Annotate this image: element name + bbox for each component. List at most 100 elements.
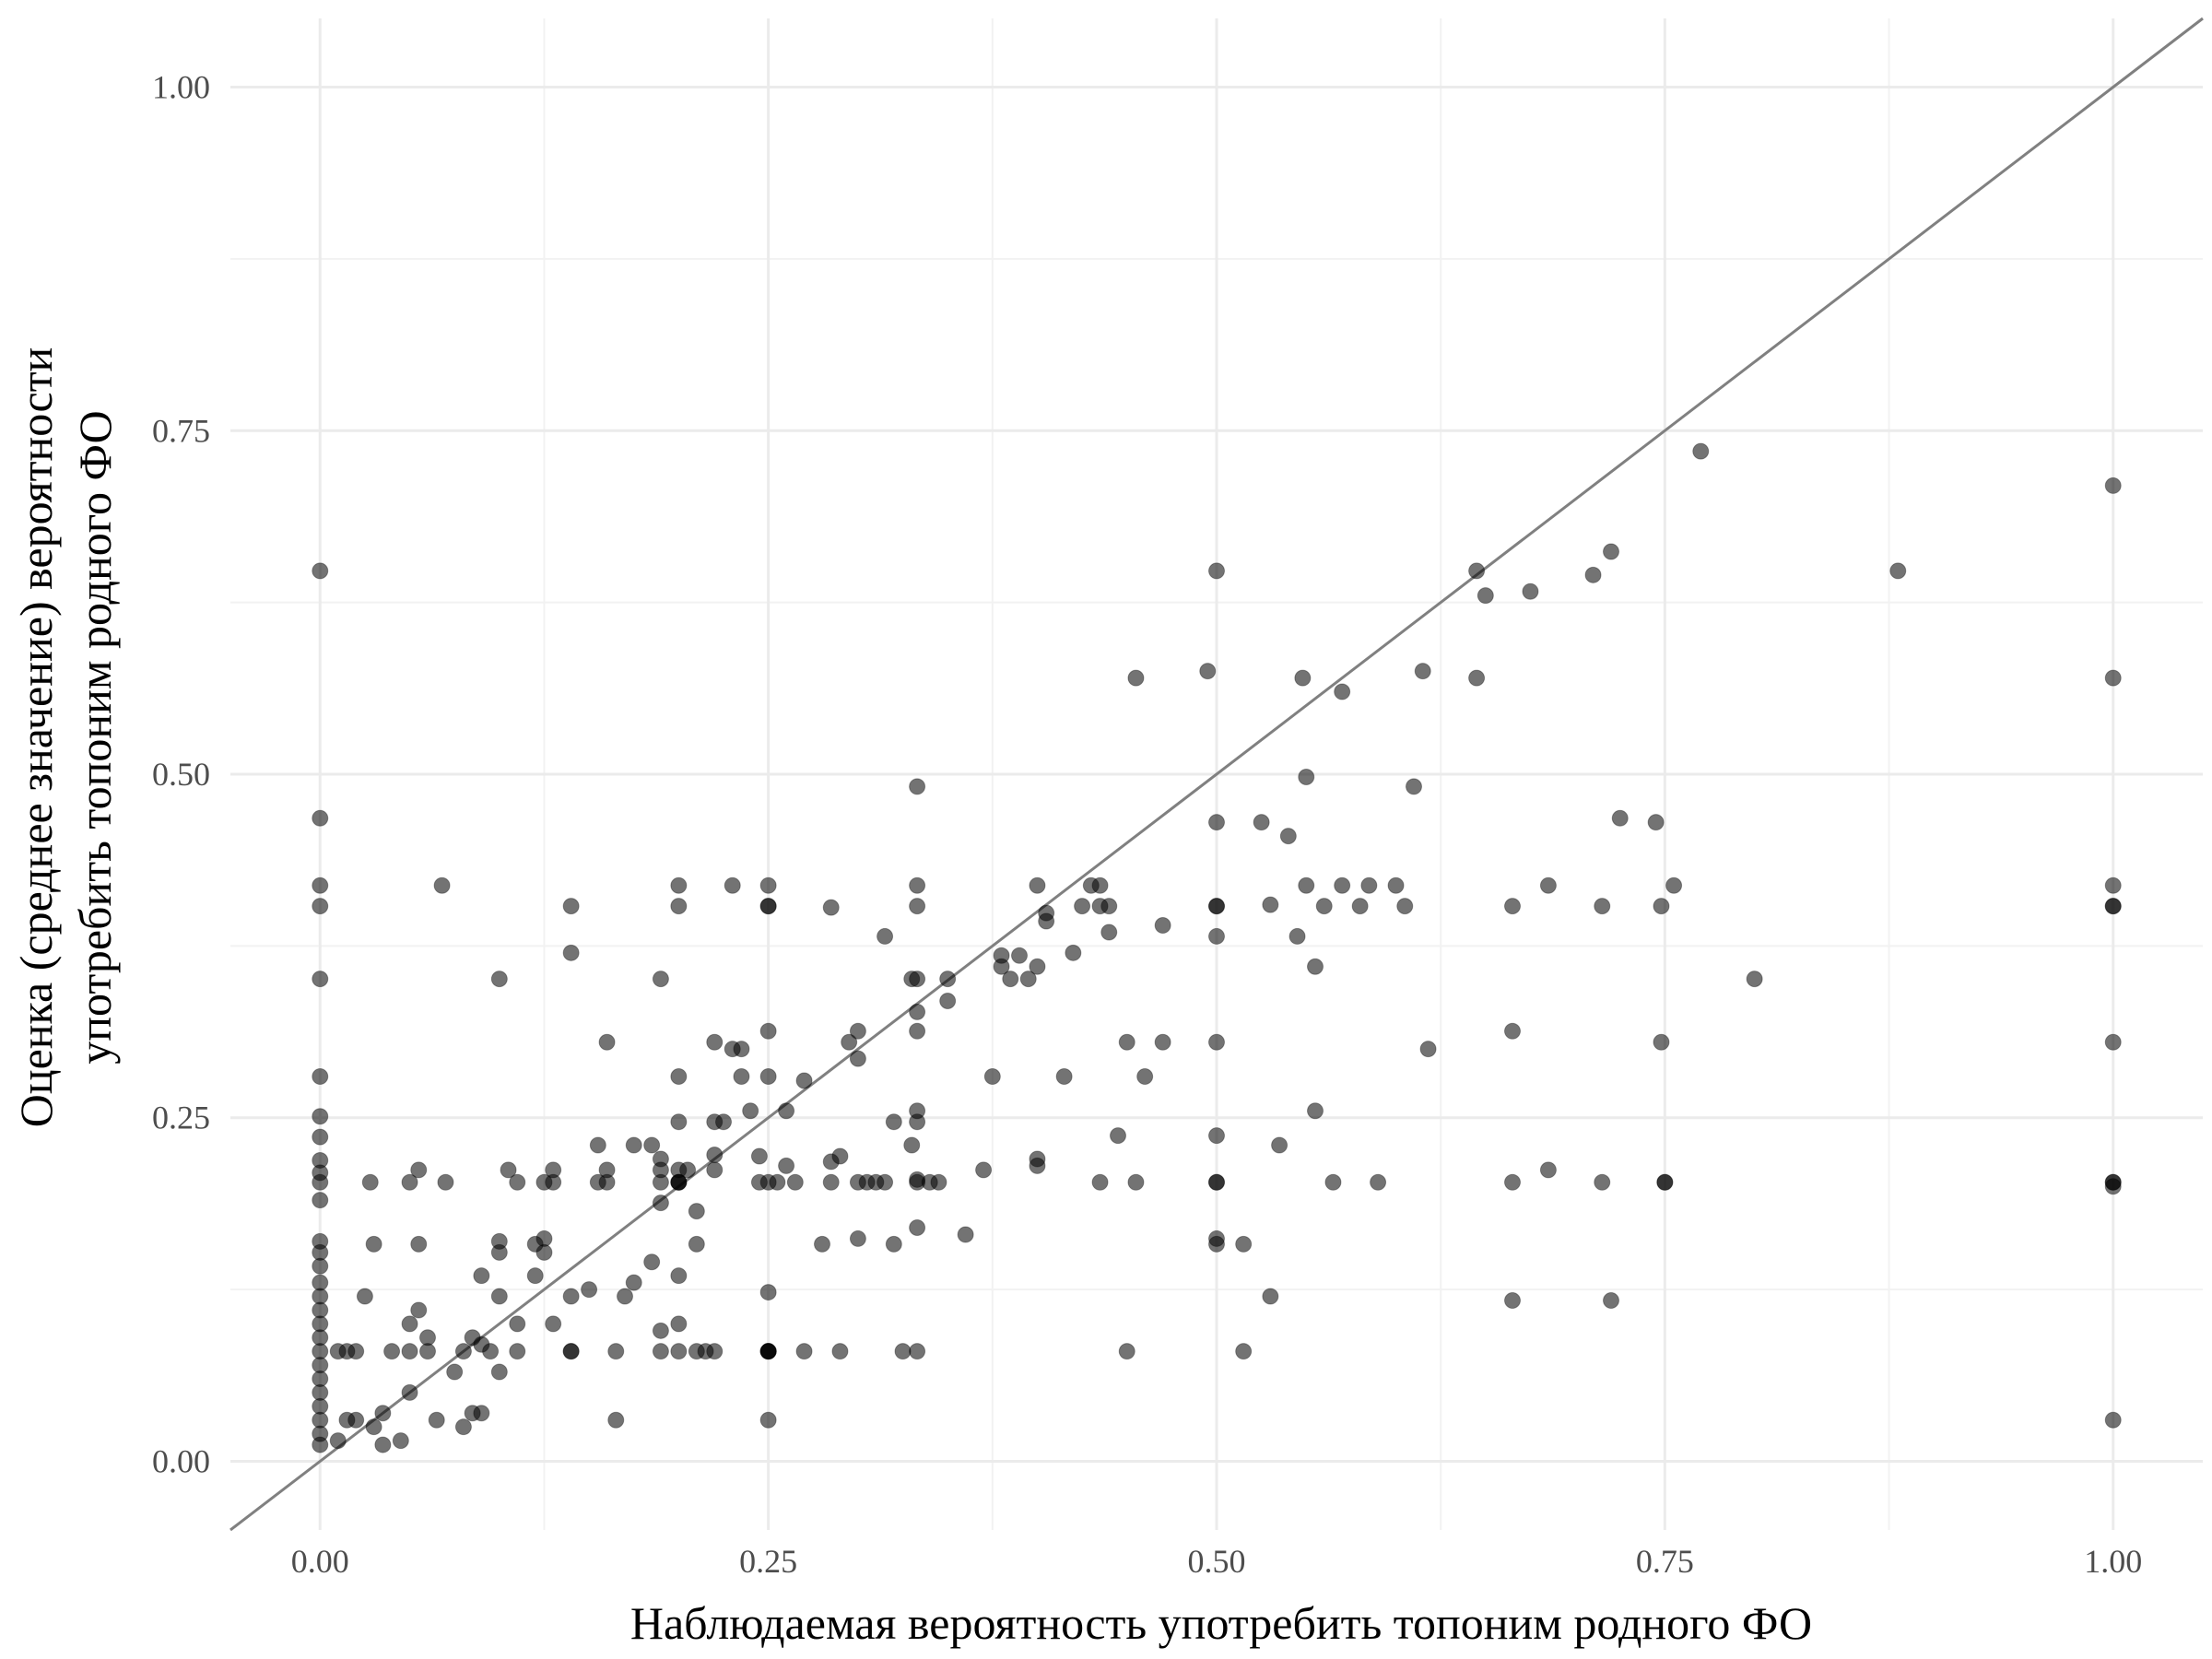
x-tick-label-3: 0.75: [1636, 1543, 1694, 1580]
data-point-6: [312, 1108, 329, 1125]
data-point-283: [2104, 877, 2122, 894]
data-point-89: [598, 1161, 616, 1179]
data-point-208: [1091, 1173, 1109, 1191]
data-point-187: [939, 971, 957, 988]
data-point-263: [1522, 582, 1539, 600]
data-point-51: [428, 1411, 445, 1429]
data-point-140: [759, 898, 777, 915]
data-point-144: [759, 1284, 777, 1301]
data-point-104: [652, 971, 669, 988]
data-point-148: [778, 1157, 795, 1174]
data-point-213: [1118, 1033, 1135, 1051]
data-point-171: [903, 1136, 921, 1154]
data-point-269: [1603, 543, 1619, 560]
data-point-43: [401, 1383, 418, 1401]
data-point-102: [652, 1343, 669, 1360]
data-point-231: [1235, 1235, 1253, 1253]
data-point-97: [643, 1136, 661, 1154]
data-point-157: [831, 1343, 849, 1360]
data-point-55: [454, 1343, 472, 1360]
data-point-147: [778, 1102, 795, 1120]
data-point-228: [1208, 1173, 1225, 1191]
data-point-103: [652, 1322, 669, 1339]
data-point-220: [1208, 562, 1225, 580]
data-point-195: [1019, 971, 1037, 988]
data-point-234: [1262, 896, 1279, 913]
data-point-210: [1100, 898, 1118, 915]
data-point-118: [670, 1068, 688, 1085]
data-point-162: [849, 1230, 866, 1247]
data-point-34: [356, 1288, 373, 1305]
data-point-122: [670, 1267, 688, 1285]
data-point-86: [589, 1136, 606, 1154]
data-point-173: [909, 877, 926, 894]
data-point-61: [482, 1343, 500, 1360]
data-point-246: [1334, 683, 1351, 700]
data-point-57: [454, 1418, 472, 1436]
data-point-236: [1271, 1136, 1288, 1154]
data-point-255: [1419, 1041, 1437, 1058]
data-point-273: [1653, 898, 1670, 915]
data-point-272: [1647, 814, 1665, 831]
data-point-160: [849, 1022, 866, 1040]
x-tick-label-0: 0.00: [291, 1543, 349, 1580]
data-point-90: [598, 1033, 616, 1051]
data-point-42: [401, 1315, 418, 1333]
data-point-134: [733, 1041, 750, 1058]
data-point-125: [679, 1161, 697, 1179]
data-point-131: [715, 1113, 732, 1131]
data-point-45: [410, 1301, 428, 1319]
data-point-264: [1539, 877, 1557, 894]
data-point-240: [1298, 768, 1315, 785]
data-point-196: [1029, 877, 1046, 894]
data-point-262: [1504, 1292, 1521, 1310]
data-point-286: [2104, 1033, 2122, 1051]
data-point-69: [509, 1315, 526, 1333]
data-point-175: [909, 971, 926, 988]
data-point-271: [1611, 809, 1629, 827]
y-axis-title-line-1: Оценка (среднее значение) вероятности: [10, 347, 62, 1128]
data-point-80: [562, 1288, 580, 1305]
data-point-27: [312, 1436, 329, 1453]
data-point-66: [490, 1288, 508, 1305]
data-point-274: [1653, 1033, 1670, 1051]
data-point-282: [2104, 669, 2122, 687]
data-point-0: [312, 562, 329, 580]
data-point-186: [939, 993, 957, 1009]
data-point-4: [312, 971, 329, 988]
data-point-261: [1504, 1173, 1521, 1191]
data-point-248: [1351, 898, 1369, 915]
data-point-239: [1294, 669, 1312, 687]
data-point-151: [795, 1072, 813, 1089]
data-point-129: [706, 1033, 724, 1051]
y-tick-labels: 0.00 0.25 0.50 0.75 1.00: [152, 69, 210, 1480]
data-point-206: [1091, 877, 1109, 894]
y-axis-title-line-2: употребить топоним родного ФО: [69, 410, 121, 1064]
data-point-54: [446, 1363, 464, 1381]
data-point-221: [1208, 814, 1225, 831]
data-point-217: [1154, 917, 1171, 934]
data-point-116: [670, 877, 688, 894]
data-point-85: [581, 1281, 598, 1299]
data-point-40: [374, 1436, 392, 1453]
y-axis-title: Оценка (среднее значение) вероятности уп…: [10, 347, 121, 1128]
data-point-48: [419, 1343, 436, 1360]
data-point-197: [1029, 958, 1046, 975]
data-point-123: [670, 1315, 688, 1333]
data-point-183: [909, 1343, 926, 1360]
data-point-124: [670, 1343, 688, 1360]
data-point-117: [670, 898, 688, 915]
data-point-126: [688, 1203, 705, 1220]
data-point-268: [1594, 1173, 1611, 1191]
data-point-33: [347, 1411, 365, 1429]
data-point-166: [877, 927, 894, 945]
data-point-249: [1360, 877, 1378, 894]
data-point-168: [885, 1235, 902, 1253]
data-point-50: [410, 1161, 428, 1179]
data-point-281: [2104, 477, 2122, 494]
data-point-79: [545, 1161, 562, 1179]
data-point-256: [1468, 562, 1486, 580]
data-point-290: [2104, 1411, 2122, 1429]
data-point-38: [374, 1405, 392, 1422]
data-point-65: [490, 1243, 508, 1261]
